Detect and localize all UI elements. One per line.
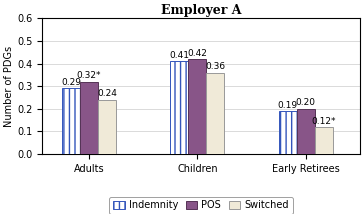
Bar	[315, 127, 333, 154]
Text: 0.36: 0.36	[205, 62, 225, 71]
Bar	[80, 82, 98, 154]
Text: 0.20: 0.20	[296, 98, 316, 107]
Text: 0.32*: 0.32*	[77, 71, 101, 80]
Bar	[278, 111, 297, 154]
Bar	[170, 61, 188, 154]
Legend: Indemnity, POS, Switched: Indemnity, POS, Switched	[109, 197, 293, 214]
Bar	[188, 59, 206, 154]
Bar	[297, 109, 315, 154]
Text: 0.29: 0.29	[61, 78, 81, 87]
Bar	[206, 73, 225, 154]
Bar	[62, 88, 80, 154]
Y-axis label: Number of PDGs: Number of PDGs	[4, 46, 14, 127]
Title: Employer A: Employer A	[161, 4, 241, 17]
Text: 0.42: 0.42	[187, 49, 207, 58]
Text: 0.24: 0.24	[97, 89, 117, 98]
Text: 0.41: 0.41	[169, 51, 189, 60]
Text: 0.12*: 0.12*	[312, 117, 336, 126]
Text: 0.19: 0.19	[277, 101, 298, 110]
Bar	[98, 100, 116, 154]
